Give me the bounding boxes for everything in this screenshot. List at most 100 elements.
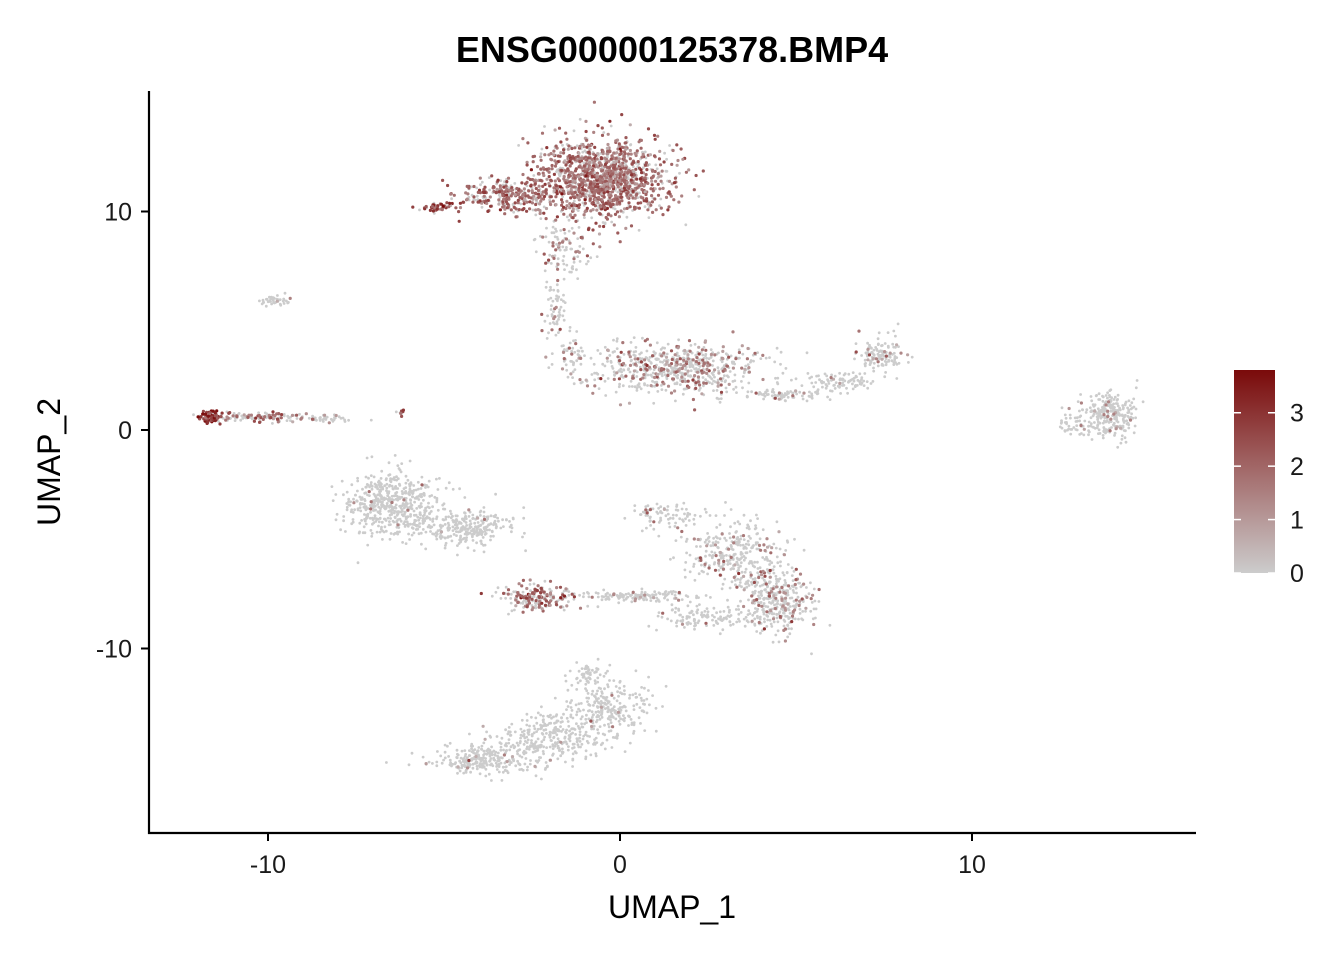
cell-point	[673, 610, 677, 614]
cell-point	[475, 186, 479, 190]
cell-point	[723, 536, 727, 540]
cell-point	[1123, 436, 1127, 440]
cell-point	[367, 476, 370, 480]
cell-point	[472, 549, 476, 552]
cell-point	[782, 611, 786, 615]
cell-point	[553, 696, 557, 700]
cell-point	[794, 377, 798, 381]
cell-point	[390, 484, 394, 488]
cell-point	[869, 382, 873, 385]
cell-point	[512, 590, 516, 594]
cell-point	[635, 702, 639, 706]
cell-point	[647, 359, 651, 362]
cell-point	[654, 208, 658, 212]
cell-point	[598, 673, 602, 677]
cell-point	[372, 521, 376, 525]
cell-point	[756, 571, 760, 575]
cell-point	[597, 387, 601, 390]
cell-point	[539, 152, 543, 156]
cell-point	[624, 226, 628, 230]
cell-point	[722, 610, 726, 613]
cell-point	[880, 350, 883, 353]
cell-point	[575, 144, 579, 148]
cell-point	[600, 690, 604, 693]
cell-point	[540, 131, 545, 135]
cell-point	[779, 564, 782, 568]
cell-point	[784, 614, 787, 618]
cell-point	[770, 625, 774, 628]
cell-point	[376, 503, 379, 506]
cell-point	[1126, 421, 1130, 425]
cell-point	[854, 342, 858, 345]
cell-point	[704, 378, 707, 382]
cell-point	[419, 487, 423, 490]
cell-point	[657, 611, 661, 614]
cell-point	[724, 501, 727, 504]
cell-point	[543, 319, 547, 323]
cell-point	[704, 352, 708, 356]
cell-point	[610, 712, 614, 716]
cell-point	[817, 600, 821, 603]
cell-point	[736, 563, 740, 567]
cell-point	[596, 372, 600, 376]
cell-point	[482, 510, 486, 514]
cell-point	[410, 751, 414, 755]
cell-point	[790, 566, 794, 570]
cell-point	[389, 517, 392, 520]
cell-point	[449, 534, 453, 538]
cell-point	[754, 541, 758, 544]
cell-point	[768, 563, 771, 566]
cell-point	[503, 768, 507, 772]
cell-point	[1097, 409, 1101, 413]
cell-point	[525, 723, 529, 727]
cell-point	[424, 547, 428, 551]
cell-point	[612, 151, 616, 155]
cell-point	[505, 518, 508, 522]
cell-point	[362, 525, 366, 529]
cell-point	[406, 478, 410, 482]
cell-point	[1112, 421, 1116, 425]
cell-point	[358, 503, 362, 506]
cell-point	[738, 584, 741, 587]
cell-point	[372, 492, 376, 496]
cell-point	[356, 561, 360, 565]
cell-point	[744, 567, 748, 571]
cell-point	[475, 764, 479, 768]
cell-point	[403, 503, 407, 507]
cell-point	[1104, 394, 1108, 397]
cell-point	[828, 623, 832, 627]
cell-point	[370, 487, 374, 491]
cell-point	[468, 510, 472, 514]
cell-point	[525, 768, 529, 772]
cell-point	[476, 749, 480, 753]
cell-point	[471, 535, 474, 539]
cell-point	[794, 586, 798, 590]
cell-point	[568, 669, 572, 673]
cell-point	[645, 711, 649, 715]
cell-point	[660, 384, 663, 387]
cell-point	[578, 740, 582, 743]
cell-point	[626, 195, 630, 200]
cell-point	[443, 743, 447, 747]
cell-point	[766, 615, 770, 618]
cell-point	[424, 486, 427, 489]
cell-point	[489, 522, 493, 526]
cell-point	[549, 308, 553, 311]
cell-point	[583, 216, 586, 220]
cell-point	[588, 672, 591, 676]
cell-point	[860, 354, 863, 357]
cell-point	[590, 727, 593, 731]
cell-point	[632, 350, 636, 354]
cell-point	[763, 394, 767, 398]
cell-point	[609, 214, 613, 218]
cell-point	[590, 692, 594, 696]
cell-point	[550, 167, 554, 171]
cell-point	[637, 162, 641, 166]
cell-point	[633, 504, 637, 507]
cell-point	[351, 520, 355, 524]
cell-point	[354, 493, 357, 497]
cell-point	[528, 583, 532, 586]
cell-point	[422, 494, 426, 497]
cell-point	[628, 157, 632, 161]
cell-point	[429, 518, 432, 521]
